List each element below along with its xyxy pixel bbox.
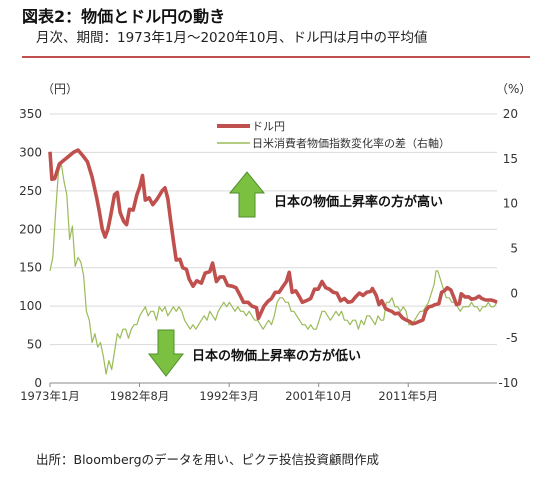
- y-left-tick-label: 200: [19, 222, 42, 236]
- y-right-tick-label: 15: [503, 152, 518, 166]
- y-left-tick-label: 0: [34, 376, 42, 390]
- x-tick-label: 1973年1月: [20, 389, 80, 403]
- y-right-tick-label: 5: [510, 242, 518, 256]
- y-right-axis: -10 -5 0 5 10 15 20: [498, 107, 518, 390]
- y-right-tick-label: -5: [506, 331, 518, 345]
- y-left-tick-label: 300: [19, 145, 42, 159]
- series-cpi-diff-line: [49, 162, 498, 375]
- annotation-higher: 日本の物価上昇率の方が高い: [274, 194, 443, 210]
- x-axis: 1973年1月 1982年8月 1992年3月 2001年10月 2011年5月: [20, 383, 438, 403]
- chart-title: 図表2：物価とドル円の動き: [22, 7, 226, 26]
- legend-cpi-label: 日米消費者物価指数変化率の差（右軸）: [252, 136, 450, 150]
- chart-subtitle: 月次、期間：1973年1月～2020年10月、ドル円は月中の平均値: [36, 30, 428, 46]
- y-left-axis: 0 50 100 150 200 250 300 350: [19, 107, 42, 390]
- y-left-tick-label: 150: [19, 261, 42, 275]
- y-left-tick-label: 100: [19, 299, 42, 313]
- x-tick-label: 1992年3月: [199, 389, 259, 403]
- y-left-tick-label: 250: [19, 184, 42, 198]
- y-right-tick-label: 10: [503, 197, 518, 211]
- series-usdjpy-line: [48, 148, 498, 326]
- y-left-tick-label: 50: [27, 338, 42, 352]
- y-right-tick-label: 0: [510, 286, 518, 300]
- arrow-down-icon: [147, 329, 185, 377]
- y-right-tick-label: 20: [503, 107, 518, 121]
- series-layer: [48, 148, 498, 375]
- y-left-unit: （円）: [42, 82, 78, 96]
- x-tick-label: 2011年5月: [378, 389, 438, 403]
- y-left-tick-label: 350: [19, 107, 42, 121]
- gridlines: [50, 113, 497, 346]
- y-right-unit: （%）: [496, 82, 531, 96]
- annotation-lower: 日本の物価上昇率の方が低い: [192, 348, 361, 364]
- arrow-up-icon: [228, 171, 266, 218]
- title-divider: [22, 56, 530, 58]
- legend-usdjpy-label: ドル円: [252, 120, 285, 133]
- source-note: 出所：Bloombergのデータを用い、ピクテ投信投資顧問作成: [36, 452, 380, 467]
- x-tick-label: 1982年8月: [110, 389, 170, 403]
- x-tick-label: 2001年10月: [285, 389, 352, 403]
- y-right-tick-label: -10: [498, 376, 518, 390]
